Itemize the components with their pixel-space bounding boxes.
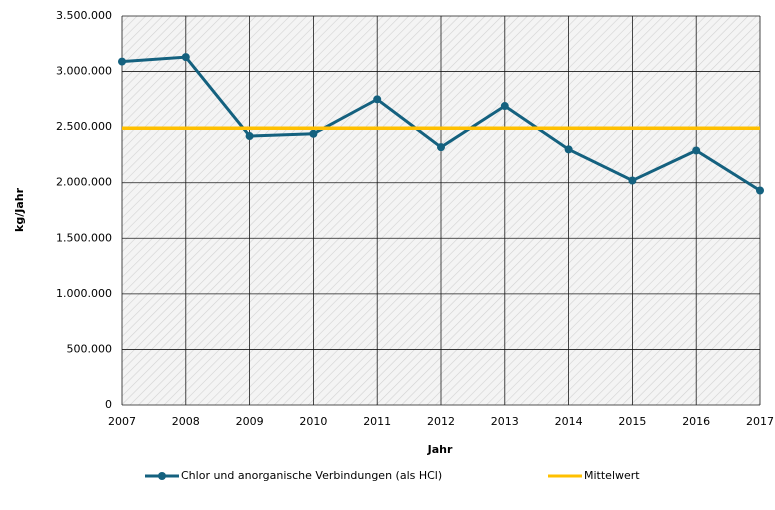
data-point	[628, 176, 637, 185]
legend-label: Mittelwert	[584, 469, 640, 482]
x-tick-label: 2016	[682, 415, 710, 428]
data-point	[564, 145, 573, 154]
x-tick-label: 2014	[555, 415, 583, 428]
x-tick-label: 2009	[236, 415, 264, 428]
x-tick-label: 2011	[363, 415, 391, 428]
data-point	[373, 95, 382, 104]
y-tick-label: 0	[105, 398, 112, 411]
data-point	[181, 53, 190, 62]
x-axis-title: Jahr	[427, 443, 453, 456]
data-point	[118, 57, 126, 66]
data-point	[756, 186, 764, 195]
data-point	[500, 102, 509, 111]
y-axis-title: kg/Jahr	[13, 187, 26, 232]
data-point	[245, 132, 254, 141]
x-tick-label: 2008	[172, 415, 200, 428]
x-tick-label: 2007	[108, 415, 136, 428]
x-tick-label: 2010	[299, 415, 327, 428]
legend-label: Chlor und anorganische Verbindungen (als…	[181, 469, 442, 482]
data-point	[692, 146, 701, 155]
y-tick-label: 2.500.000	[56, 120, 112, 133]
y-tick-label: 3.500.000	[56, 9, 112, 22]
legend-marker	[158, 472, 166, 480]
data-point	[309, 129, 318, 138]
x-tick-label: 2012	[427, 415, 455, 428]
y-tick-label: 1.500.000	[56, 231, 112, 244]
data-point	[437, 143, 445, 152]
y-tick-label: 3.000.000	[56, 65, 112, 78]
y-tick-label: 500.000	[67, 342, 113, 355]
y-tick-label: 1.000.000	[56, 287, 112, 300]
y-tick-label: 2.000.000	[56, 176, 112, 189]
x-tick-label: 2015	[618, 415, 646, 428]
x-tick-label: 2013	[491, 415, 519, 428]
x-tick-label: 2017	[746, 415, 774, 428]
